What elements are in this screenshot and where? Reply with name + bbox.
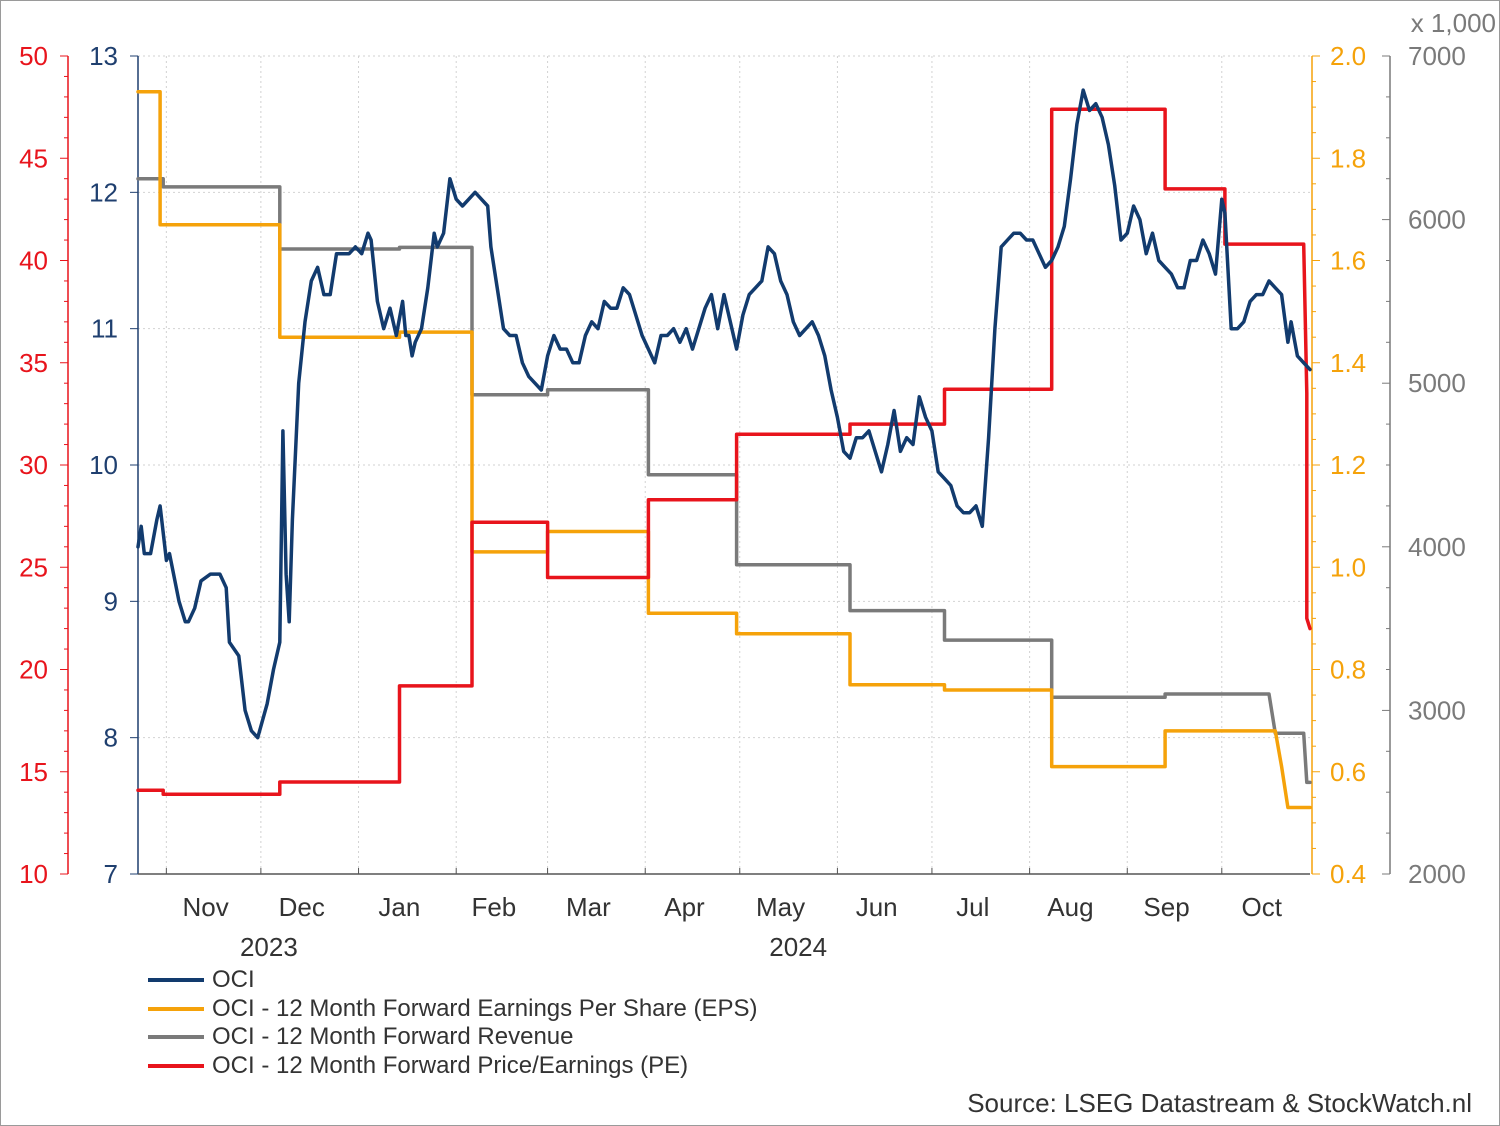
x-tick-label-jan: Jan — [378, 892, 420, 922]
price-tick-label: 8 — [104, 723, 118, 753]
series-line-pe — [136, 107, 1312, 796]
pe-tick-label: 40 — [19, 246, 48, 276]
legend-label-oci: OCI — [212, 966, 255, 994]
grid-lines — [138, 55, 1310, 875]
x-tick-label-may: May — [756, 892, 805, 922]
eps-tick-label: 1.4 — [1330, 348, 1366, 378]
source-note: Source: LSEG Datastream & StockWatch.nl — [967, 1088, 1472, 1118]
pe-tick-label: 10 — [19, 859, 48, 889]
x-tick-label-jun: Jun — [856, 892, 898, 922]
price-tick-label: 13 — [89, 41, 118, 71]
price-tick-label: 9 — [104, 586, 118, 616]
price-tick-label: 10 — [89, 450, 118, 480]
legend-swatch-eps — [148, 1006, 204, 1011]
revenue-tick-label: 3000 — [1408, 695, 1466, 725]
x-tick-label-jul: Jul — [956, 892, 989, 922]
series-lines — [136, 88, 1312, 810]
x-tick-label-nov: Nov — [182, 892, 228, 922]
pe-tick-label: 45 — [19, 143, 48, 173]
legend-item-oci: OCI — [148, 966, 758, 995]
x-tick-label-feb: Feb — [471, 892, 516, 922]
legend-item-eps: OCI - 12 Month Forward Earnings Per Shar… — [148, 995, 758, 1024]
legend: OCI OCI - 12 Month Forward Earnings Per … — [148, 966, 758, 1080]
year-label-2023: 2023 — [240, 932, 298, 962]
series-line-eps — [136, 90, 1312, 810]
eps-tick-label: 1.0 — [1330, 552, 1366, 582]
eps-tick-label: 0.8 — [1330, 655, 1366, 685]
revenue-multiplier-label: x 1,000 — [1411, 8, 1496, 38]
pe-tick-label: 30 — [19, 450, 48, 480]
x-tick-label-sep: Sep — [1143, 892, 1189, 922]
pe-tick-label: 25 — [19, 552, 48, 582]
year-label-2024: 2024 — [769, 932, 827, 962]
eps-tick-label: 1.2 — [1330, 450, 1366, 480]
legend-item-revenue: OCI - 12 Month Forward Revenue — [148, 1023, 758, 1052]
revenue-tick-label: 5000 — [1408, 368, 1466, 398]
pe-tick-label: 50 — [19, 41, 48, 71]
x-tick-label-dec: Dec — [279, 892, 325, 922]
x-axis: Nov Dec Jan Feb Mar Apr May Jun Jul Aug Sep Oct 2023… — [138, 868, 1310, 962]
legend-label-pe: OCI - 12 Month Forward Price/Earnings (P… — [212, 1051, 689, 1079]
x-tick-label-oct: Oct — [1242, 892, 1283, 922]
x-tick-label-aug: Aug — [1047, 892, 1093, 922]
eps-tick-label: 0.6 — [1330, 757, 1366, 787]
revenue-tick-label: 7000 — [1408, 41, 1466, 71]
pe-tick-label: 35 — [19, 348, 48, 378]
axes: 10 15 20 25 30 35 40 45 50 7 8 9 10 11 12 13 0.4 0.6 0.8 1.… — [19, 8, 1496, 889]
eps-tick-label: 0.4 — [1330, 859, 1366, 889]
eps-tick-label: 1.8 — [1330, 143, 1366, 173]
price-tick-label: 7 — [104, 859, 118, 889]
revenue-tick-label: 4000 — [1408, 532, 1466, 562]
legend-item-pe: OCI - 12 Month Forward Price/Earnings (P… — [148, 1052, 758, 1081]
legend-swatch-pe — [148, 1063, 204, 1068]
x-tick-label-apr: Apr — [664, 892, 705, 922]
legend-label-eps: OCI - 12 Month Forward Earnings Per Shar… — [212, 994, 758, 1022]
series-line-oci-price — [136, 88, 1312, 740]
eps-tick-label: 1.6 — [1330, 246, 1366, 276]
series-line-revenue — [136, 176, 1312, 785]
legend-swatch-revenue — [148, 1035, 204, 1040]
legend-swatch-oci — [148, 978, 204, 983]
price-tick-label: 12 — [89, 177, 118, 207]
eps-tick-label: 2.0 — [1330, 41, 1366, 71]
price-tick-label: 11 — [91, 314, 118, 344]
legend-label-revenue: OCI - 12 Month Forward Revenue — [212, 1023, 574, 1051]
revenue-tick-label: 2000 — [1408, 859, 1466, 889]
pe-tick-label: 20 — [19, 655, 48, 685]
pe-tick-label: 15 — [19, 757, 48, 787]
x-tick-label-mar: Mar — [566, 892, 611, 922]
revenue-tick-label: 6000 — [1408, 205, 1466, 235]
